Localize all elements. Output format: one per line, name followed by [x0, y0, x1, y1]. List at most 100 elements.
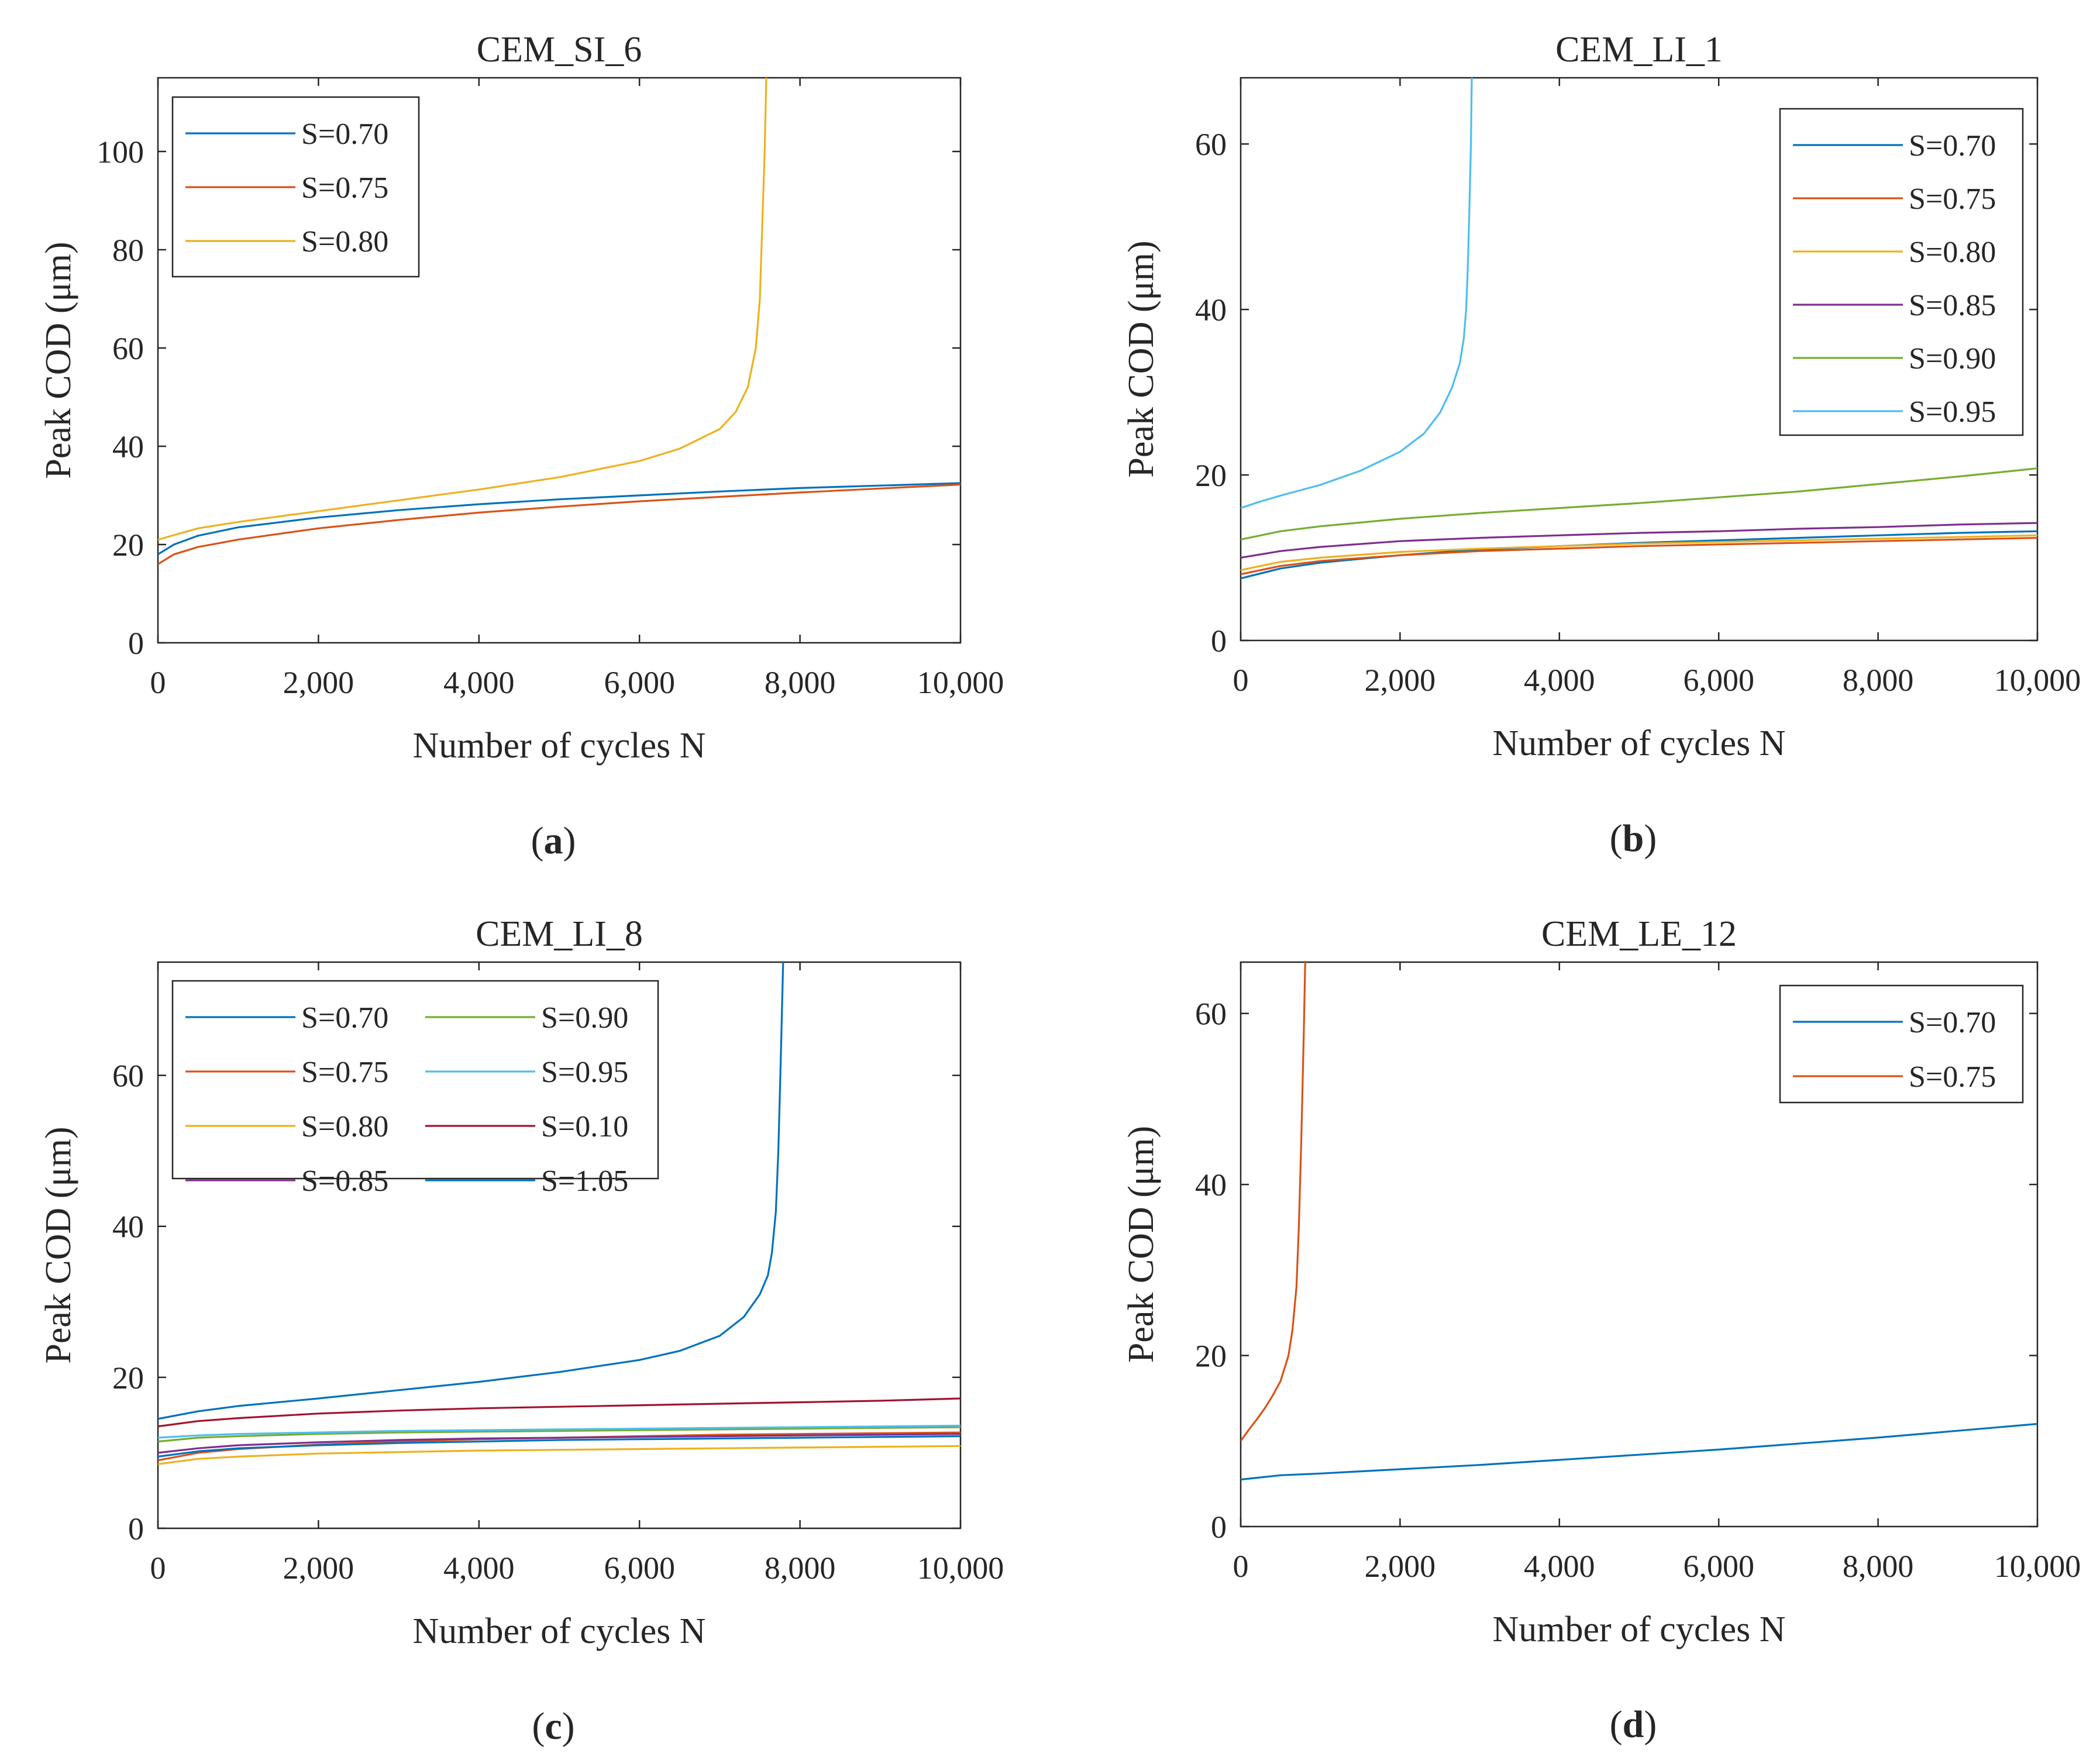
series-line-S-0-70	[158, 482, 961, 556]
x-axis-label: Number of cycles N	[413, 1611, 706, 1651]
panel-tag-open: (	[1610, 817, 1623, 860]
x-axis-label: Number of cycles N	[1493, 724, 1786, 763]
panel-tag: (a)	[531, 819, 576, 862]
y-tick-label: 80	[112, 233, 144, 268]
panel-b: 0 2,000 4,000 6,000 8,000 10,000 0 20 40 60 CEM_LI…	[1121, 30, 2081, 860]
legend: S=0.70 S=0.75 S=0.80 S=0.85 S=0.90 S=0.95 S=0.…	[171, 980, 659, 1198]
legend-entry-label: S=0.70	[301, 1001, 388, 1035]
y-tick-label: 60	[1195, 127, 1227, 162]
x-tick-label: 4,000	[1524, 1549, 1595, 1584]
x-tick-label: 8,000	[1843, 663, 1914, 698]
x-tick-label: 0	[150, 665, 166, 700]
chart-title: CEM_LI_8	[476, 914, 643, 954]
series-line-S-0-80	[1241, 534, 2037, 571]
legend-entry-label: S=0.95	[1909, 395, 1996, 429]
series-line-S-0-95	[1241, 78, 1473, 509]
y-tick-label: 40	[112, 429, 144, 464]
y-axis-label: Peak COD (μm)	[1121, 240, 1161, 477]
y-tick-label: 60	[112, 1059, 144, 1094]
y-tick-label: 40	[1195, 1167, 1227, 1203]
chart-title: CEM_LI_1	[1555, 30, 1723, 70]
series-line-S-0-90	[1241, 467, 2037, 540]
x-axis-label: Number of cycles N	[413, 726, 706, 766]
x-tick-label: 2,000	[1365, 1549, 1436, 1584]
x-tick-label: 2,000	[1365, 663, 1436, 698]
panel-tag-open: (	[1610, 1703, 1623, 1746]
panel-c: 0 2,000 4,000 6,000 8,000 10,000 0 20 40 60 CEM_LI…	[39, 914, 1004, 1748]
legend-entry-label: S=0.90	[1909, 342, 1996, 375]
y-tick-label: 20	[1195, 1339, 1227, 1374]
series-line-S-1-05	[158, 1435, 961, 1458]
y-axis-label: Peak COD (μm)	[39, 242, 78, 478]
x-tick-label: 6,000	[604, 1551, 675, 1586]
series-line-S-0-90	[158, 1426, 961, 1443]
series-line-S-0-85	[1241, 522, 2037, 559]
panel-tag: (d)	[1610, 1703, 1657, 1746]
x-tick-label: 0	[150, 1551, 166, 1586]
x-tick-label: 4,000	[1524, 663, 1595, 698]
legend-box	[1779, 108, 2024, 436]
y-tick-label: 40	[112, 1210, 144, 1245]
panel-tag-letter: b	[1623, 817, 1644, 860]
series-line-S-0-75	[1241, 537, 2037, 576]
series-line-S-0-75	[158, 483, 961, 565]
x-tick-label: 4,000	[443, 665, 515, 700]
panel-a: 0 2,000 4,000 6,000 8,000 10,000 0 20 40 60 80 100 C…	[39, 30, 1004, 862]
legend-entry-label: S=0.85	[301, 1165, 388, 1198]
y-tick-label: 0	[128, 626, 144, 661]
x-tick-label: 10,000	[1994, 1549, 2081, 1584]
series-line-S-0-95	[158, 1424, 961, 1439]
panel-tag-letter: a	[544, 819, 563, 862]
x-tick-label: 10,000	[1994, 663, 2081, 698]
x-tick-label: 10,000	[917, 1551, 1004, 1586]
y-tick-label: 20	[1195, 458, 1227, 493]
series-line-S-0-70	[158, 962, 784, 1420]
x-tick-label: 0	[1233, 663, 1249, 698]
legend-entry-label: S=0.70	[301, 118, 388, 151]
legend-entry-label: S=0.10	[541, 1110, 628, 1143]
legend-entry-label: S=0.85	[1909, 289, 1996, 322]
series-line-S-0-80	[158, 1445, 961, 1465]
x-axis-label: Number of cycles N	[1493, 1610, 1786, 1649]
x-tick-label: 6,000	[1683, 1549, 1754, 1584]
x-tick-label: 8,000	[765, 665, 836, 700]
panel-tag-open: (	[531, 819, 544, 862]
panel-tag-open: (	[532, 1705, 545, 1748]
y-tick-label: 20	[112, 1360, 144, 1396]
panel-tag: (b)	[1610, 817, 1657, 860]
x-tick-label: 0	[1233, 1549, 1249, 1584]
y-axis-label: Peak COD (μm)	[39, 1126, 78, 1363]
legend-entry-label: S=0.95	[541, 1056, 628, 1089]
series-line-S-0-85	[158, 1433, 961, 1454]
panel-tag-letter: c	[545, 1705, 562, 1748]
legend-box	[171, 980, 659, 1180]
panel-tag-close: )	[562, 1705, 575, 1748]
y-tick-label: 20	[112, 528, 144, 563]
legend: S=0.70 S=0.75 S=0.80 S=0.85 S=0.90 S=0.95	[1779, 108, 2024, 436]
panel-d: 0 2,000 4,000 6,000 8,000 10,000 0 20 40 60 CEM_LE…	[1121, 914, 2081, 1746]
legend-entry-label: S=1.05	[541, 1165, 628, 1198]
legend-entry-label: S=0.75	[1909, 182, 1996, 216]
y-tick-label: 100	[97, 135, 144, 170]
legend-entry-label: S=0.75	[301, 171, 388, 205]
series-line-S-0-10	[158, 1397, 961, 1428]
panel-tag-close: )	[1644, 817, 1657, 860]
y-tick-label: 40	[1195, 292, 1227, 328]
legend-box	[1779, 984, 2024, 1104]
series-line-S-0-75	[1241, 962, 1306, 1442]
legend-entry-label: S=0.90	[541, 1001, 628, 1035]
series-line-S-0-70	[1241, 1422, 2037, 1481]
y-tick-label: 0	[1211, 1510, 1227, 1545]
panel-tag-close: )	[1644, 1703, 1657, 1746]
legend-entry-label: S=0.80	[301, 1110, 388, 1143]
legend-entry-label: S=0.70	[1909, 129, 1996, 163]
chart-title: CEM_LE_12	[1541, 914, 1737, 954]
x-tick-label: 6,000	[604, 665, 675, 700]
y-tick-label: 0	[128, 1511, 144, 1546]
legend-entry-label: S=0.75	[1909, 1060, 1996, 1094]
x-tick-label: 8,000	[765, 1551, 836, 1586]
y-tick-label: 0	[1211, 623, 1227, 659]
legend-entry-label: S=0.80	[1909, 236, 1996, 269]
legend: S=0.70 S=0.75	[1779, 984, 2024, 1104]
